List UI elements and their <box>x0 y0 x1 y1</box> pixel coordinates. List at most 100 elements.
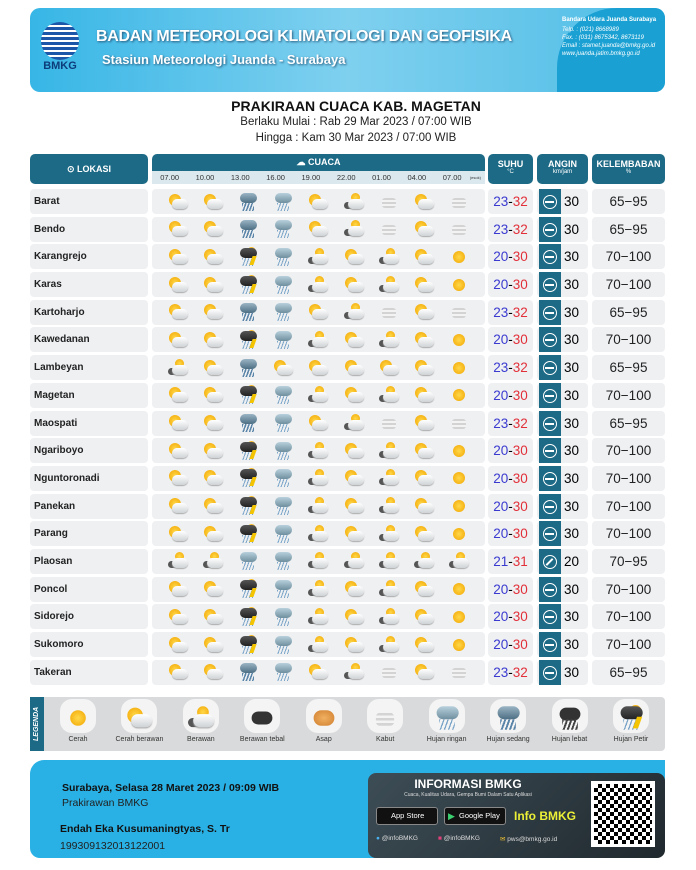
partly-cloudy-icon <box>167 441 189 461</box>
partly-cloudy-icon <box>413 441 435 461</box>
info-bmkg-panel: INFORMASI BMKG Cuaca, Kualitas Udara, Ge… <box>368 773 665 858</box>
legend-item: Kabut <box>355 699 415 743</box>
humidity: 70−100 <box>592 327 665 353</box>
partly-cloudy-icon <box>202 635 224 655</box>
cloudy-icon <box>187 705 216 731</box>
moderate-rain-icon <box>237 358 259 378</box>
partly-cloudy-icon <box>343 524 365 544</box>
cloudy-icon <box>307 385 329 405</box>
cloudy-icon <box>307 247 329 267</box>
thunderstorm-icon <box>237 246 259 267</box>
table-row: Lambeyan 23-32 30 65−95 <box>30 355 665 381</box>
valid-to: Hingga : Kam 30 Mar 2023 / 07:00 WIB <box>255 132 457 144</box>
table-row: Karas 20-30 30 70−100 <box>30 272 665 298</box>
app-store-button[interactable]: App Store <box>376 807 438 825</box>
cloudy-icon <box>307 468 329 488</box>
google-play-button[interactable]: ▶ Google Play <box>444 807 506 825</box>
sun-icon <box>448 385 470 405</box>
humidity: 65−95 <box>592 355 665 381</box>
temperature: 21-31 <box>488 548 533 574</box>
instagram-icon: ■ <box>438 835 442 842</box>
col-humidity: Kelembaban% <box>592 154 665 184</box>
partly-cloudy-icon <box>343 496 365 516</box>
partly-cloudy-icon <box>167 635 189 655</box>
temperature: 20-30 <box>488 244 533 270</box>
cloudy-icon <box>378 551 400 571</box>
weather-cells <box>152 299 485 325</box>
partly-cloudy-icon <box>307 219 329 239</box>
time-label: 19.00 <box>301 173 321 182</box>
moderate-rain-icon <box>494 705 523 731</box>
sun-icon <box>448 358 470 378</box>
partly-cloudy-icon <box>413 635 435 655</box>
wind: 30 <box>537 659 588 685</box>
table-row: Plaosan 21-31 20 70−95 <box>30 548 665 574</box>
partly-cloudy-icon <box>272 358 294 378</box>
partly-cloudy-icon <box>167 192 189 212</box>
location-name: Parang <box>30 521 148 547</box>
moderate-rain-icon <box>237 192 259 212</box>
org-name: BADAN METEOROLOGI KLIMATOLOGI DAN GEOFIS… <box>96 28 512 45</box>
wind-direction-icon <box>539 604 561 630</box>
humidity: 70−100 <box>592 465 665 491</box>
partly-cloudy-icon <box>167 413 189 433</box>
fog-icon <box>448 413 470 433</box>
thunderstorm-icon <box>617 704 646 731</box>
wind: 30 <box>537 355 588 381</box>
weather-cells <box>152 521 485 547</box>
weather-cells <box>152 272 485 298</box>
legend-item: Berawan tebal <box>232 699 292 743</box>
table-row: Karangrejo 20-30 30 70−100 <box>30 244 665 270</box>
weather-cells <box>152 327 485 353</box>
time-label: 22.00 <box>336 173 356 182</box>
weather-cells <box>152 604 485 630</box>
forecast-title: PRAKIRAAN CUACA KAB. MAGETAN Berlaku Mul… <box>8 98 696 146</box>
forecast-table: Barat 23-32 30 65−95 Bendo 23-32 30 65−95… <box>30 189 665 687</box>
footer: Surabaya, Selasa 28 Maret 2023 / 09:09 W… <box>30 760 665 858</box>
location-name: Panekan <box>30 493 148 519</box>
sun-icon <box>448 468 470 488</box>
partly-cloudy-icon <box>413 413 435 433</box>
cloudy-icon <box>343 302 365 322</box>
weather-cells <box>152 632 485 657</box>
col-temp: Suhu °C <box>488 154 533 184</box>
temperature: 20-30 <box>488 576 533 602</box>
legend-item: Berawan <box>171 699 231 743</box>
legend-label: Berawan tebal <box>239 736 285 743</box>
wind-direction-icon <box>539 632 561 657</box>
table-row: Takeran 23-32 30 65−95 <box>30 659 665 685</box>
thunderstorm-icon <box>237 579 259 599</box>
play-icon: ▶ <box>448 811 455 821</box>
cloudy-icon <box>378 468 400 488</box>
cloudy-icon <box>167 551 189 571</box>
legend-label: Cerah <box>68 736 88 743</box>
light-rain-icon <box>272 635 294 655</box>
partly-cloudy-icon <box>413 662 435 682</box>
table-row: Maospati 23-32 30 65−95 <box>30 410 665 436</box>
instagram-link[interactable]: ■ @infoBMKG <box>438 835 480 842</box>
cloudy-icon <box>307 635 329 655</box>
fog-icon <box>378 302 400 322</box>
partly-cloudy-icon <box>343 358 365 378</box>
fog-icon <box>448 219 470 239</box>
fog-icon <box>378 219 400 239</box>
wind: 30 <box>537 299 588 325</box>
cloudy-icon <box>307 551 329 571</box>
wind-direction-icon <box>539 355 561 381</box>
weather-cells <box>152 216 485 242</box>
cloudy-icon <box>307 275 329 295</box>
email-link[interactable]: ✉ pws@bmkg.go.id <box>500 836 558 843</box>
location-name: Ngariboyo <box>30 438 148 464</box>
time-label: 01.00 <box>372 173 391 182</box>
twitter-link[interactable]: ● @infoBMKG <box>376 835 418 842</box>
humidity: 70−100 <box>592 382 665 408</box>
cloudy-icon <box>307 524 329 544</box>
cloudy-icon <box>343 219 365 239</box>
legend-label: Cerah berawan <box>115 736 164 743</box>
twitter-icon: ● <box>376 835 380 842</box>
table-row: Sidorejo 20-30 30 70−100 <box>30 604 665 630</box>
time-label: 07.00 <box>442 173 462 182</box>
app-name: Info BMKG <box>514 809 576 823</box>
sun-icon <box>64 705 93 731</box>
legend-label: Hujan Petir <box>613 736 649 743</box>
